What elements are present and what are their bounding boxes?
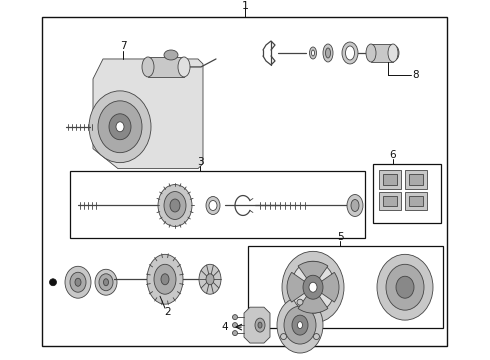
Bar (148, 57, 184, 77)
Ellipse shape (377, 254, 433, 320)
Ellipse shape (325, 48, 330, 58)
Wedge shape (287, 273, 313, 302)
Wedge shape (313, 273, 339, 302)
Ellipse shape (158, 185, 192, 226)
Ellipse shape (89, 91, 151, 163)
Ellipse shape (99, 274, 113, 291)
Ellipse shape (345, 46, 354, 60)
Text: 6: 6 (390, 150, 396, 159)
Ellipse shape (209, 201, 217, 211)
Ellipse shape (396, 276, 414, 298)
Ellipse shape (366, 44, 376, 62)
Ellipse shape (109, 114, 131, 140)
Bar (383, 195, 397, 207)
Bar (405, 192, 427, 211)
Ellipse shape (303, 275, 323, 299)
Ellipse shape (347, 194, 363, 216)
Bar (383, 174, 397, 185)
Ellipse shape (98, 101, 142, 153)
Ellipse shape (95, 269, 117, 295)
Wedge shape (298, 261, 328, 287)
Ellipse shape (147, 254, 183, 304)
Text: 2: 2 (165, 307, 172, 317)
Ellipse shape (65, 266, 91, 298)
Circle shape (232, 330, 238, 336)
Ellipse shape (388, 44, 398, 62)
Ellipse shape (206, 274, 214, 285)
Ellipse shape (323, 44, 333, 62)
Ellipse shape (297, 321, 302, 329)
Bar (248, 246, 443, 328)
Ellipse shape (164, 192, 186, 220)
Bar (42, 17, 447, 346)
Ellipse shape (199, 264, 221, 294)
Text: 8: 8 (413, 70, 419, 80)
Bar (409, 195, 423, 207)
Circle shape (314, 334, 319, 339)
Ellipse shape (312, 50, 315, 56)
Text: 4: 4 (221, 322, 228, 332)
Bar (371, 44, 393, 62)
Circle shape (232, 315, 238, 320)
Ellipse shape (255, 318, 265, 332)
Bar (373, 164, 441, 224)
Ellipse shape (258, 322, 262, 328)
Ellipse shape (206, 197, 220, 215)
Text: 3: 3 (196, 157, 203, 167)
Bar (70, 171, 365, 238)
Polygon shape (93, 59, 203, 168)
Ellipse shape (170, 199, 180, 212)
Wedge shape (298, 287, 328, 313)
Circle shape (232, 323, 238, 328)
Text: 5: 5 (337, 233, 343, 242)
Circle shape (49, 279, 56, 286)
Ellipse shape (291, 261, 335, 313)
Ellipse shape (164, 50, 178, 60)
Ellipse shape (277, 297, 323, 353)
Bar (405, 170, 427, 189)
Bar (379, 170, 401, 189)
Ellipse shape (391, 46, 399, 60)
Ellipse shape (351, 199, 359, 211)
Ellipse shape (309, 282, 317, 292)
Bar (379, 192, 401, 211)
Ellipse shape (284, 306, 316, 344)
Circle shape (297, 299, 303, 305)
Ellipse shape (103, 279, 108, 286)
Ellipse shape (282, 251, 344, 323)
Circle shape (281, 334, 287, 339)
Ellipse shape (75, 278, 81, 286)
Bar (409, 174, 423, 185)
Ellipse shape (342, 42, 358, 64)
Ellipse shape (70, 272, 86, 292)
Ellipse shape (178, 57, 190, 77)
Ellipse shape (142, 57, 154, 77)
Text: 7: 7 (120, 41, 126, 51)
Ellipse shape (154, 264, 176, 294)
Ellipse shape (161, 274, 169, 285)
Ellipse shape (310, 47, 317, 59)
Text: 1: 1 (242, 1, 248, 11)
Ellipse shape (386, 264, 424, 310)
Ellipse shape (116, 122, 124, 132)
Ellipse shape (292, 315, 308, 335)
Polygon shape (244, 307, 270, 343)
